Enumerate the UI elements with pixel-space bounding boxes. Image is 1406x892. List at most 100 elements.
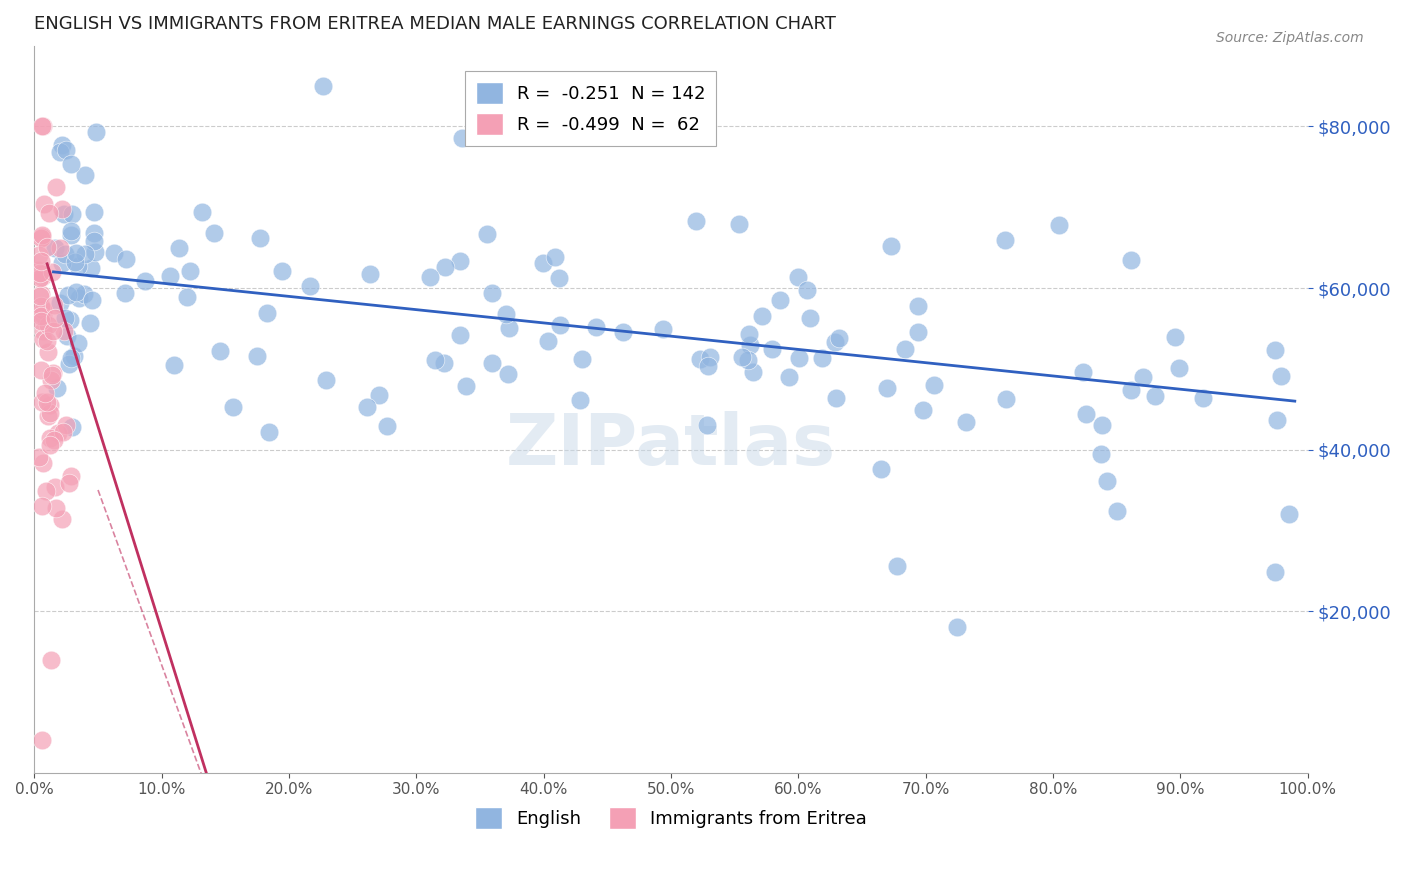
Immigrants from Eritrea — [59, 469, 82, 483]
English — [60, 207, 83, 221]
Immigrants from Eritrea — [30, 309, 52, 323]
Immigrants from Eritrea — [37, 318, 59, 332]
English — [63, 255, 86, 269]
English — [59, 228, 82, 243]
English — [83, 234, 105, 248]
English — [955, 415, 977, 429]
English — [568, 392, 591, 407]
Immigrants from Eritrea — [35, 395, 58, 409]
English — [796, 283, 818, 297]
English — [751, 310, 773, 324]
English — [434, 260, 457, 274]
English — [66, 335, 89, 350]
English — [922, 378, 945, 392]
English — [786, 269, 808, 284]
English — [375, 419, 398, 434]
English — [1095, 474, 1118, 488]
English — [59, 313, 82, 327]
Immigrants from Eritrea — [30, 286, 52, 301]
Immigrants from Eritrea — [34, 386, 56, 401]
English — [55, 310, 77, 325]
Immigrants from Eritrea — [30, 254, 52, 268]
English — [824, 335, 846, 350]
English — [259, 425, 281, 440]
Legend: R =  -0.251  N = 142, R =  -0.499  N =  62: R = -0.251 N = 142, R = -0.499 N = 62 — [464, 71, 717, 146]
English — [1270, 368, 1292, 383]
English — [548, 271, 571, 285]
Legend: English, Immigrants from Eritrea: English, Immigrants from Eritrea — [468, 800, 875, 837]
English — [879, 239, 901, 253]
English — [481, 286, 503, 301]
English — [246, 349, 269, 363]
English — [49, 145, 72, 159]
Text: ZIPatlas: ZIPatlas — [506, 411, 837, 480]
Immigrants from Eritrea — [31, 499, 53, 513]
Text: ENGLISH VS IMMIGRANTS FROM ERITREA MEDIAN MALE EARNINGS CORRELATION CHART: ENGLISH VS IMMIGRANTS FROM ERITREA MEDIA… — [34, 15, 837, 33]
English — [894, 342, 917, 356]
English — [548, 318, 571, 332]
English — [80, 260, 103, 275]
English — [202, 226, 225, 240]
English — [55, 143, 77, 157]
English — [1090, 447, 1112, 461]
English — [176, 290, 198, 304]
Immigrants from Eritrea — [39, 653, 62, 667]
Immigrants from Eritrea — [38, 406, 60, 420]
Immigrants from Eritrea — [27, 262, 49, 277]
English — [419, 269, 441, 284]
Immigrants from Eritrea — [37, 344, 59, 359]
English — [208, 343, 231, 358]
English — [298, 278, 321, 293]
English — [1132, 369, 1154, 384]
English — [496, 367, 519, 381]
English — [828, 331, 851, 345]
English — [433, 356, 456, 370]
English — [537, 334, 560, 348]
Immigrants from Eritrea — [31, 227, 53, 242]
English — [685, 214, 707, 228]
Immigrants from Eritrea — [58, 475, 80, 490]
English — [481, 356, 503, 370]
English — [72, 287, 94, 301]
Immigrants from Eritrea — [42, 324, 65, 338]
Immigrants from Eritrea — [41, 265, 63, 279]
Immigrants from Eritrea — [35, 240, 58, 254]
English — [44, 241, 66, 255]
English — [495, 307, 517, 321]
Immigrants from Eritrea — [46, 425, 69, 440]
English — [697, 359, 720, 373]
Immigrants from Eritrea — [30, 231, 52, 245]
English — [451, 130, 474, 145]
English — [425, 352, 447, 367]
English — [84, 125, 107, 139]
Immigrants from Eritrea — [31, 324, 53, 338]
English — [65, 285, 87, 299]
Immigrants from Eritrea — [51, 202, 73, 217]
English — [60, 351, 83, 365]
English — [1074, 407, 1097, 421]
Immigrants from Eritrea — [35, 334, 58, 349]
English — [945, 619, 967, 633]
Immigrants from Eritrea — [37, 409, 59, 423]
English — [799, 311, 821, 326]
Immigrants from Eritrea — [39, 373, 62, 387]
English — [163, 358, 186, 372]
English — [51, 256, 73, 270]
English — [84, 245, 107, 260]
English — [53, 207, 76, 221]
English — [1119, 383, 1142, 397]
English — [787, 351, 810, 366]
English — [67, 291, 90, 305]
English — [761, 342, 783, 356]
Immigrants from Eritrea — [52, 324, 75, 338]
English — [75, 168, 97, 182]
English — [870, 462, 893, 476]
Immigrants from Eritrea — [30, 289, 52, 303]
Immigrants from Eritrea — [30, 314, 52, 328]
Immigrants from Eritrea — [31, 120, 53, 134]
Immigrants from Eritrea — [42, 434, 65, 448]
English — [82, 293, 104, 307]
English — [1264, 565, 1286, 579]
English — [778, 370, 800, 384]
Immigrants from Eritrea — [32, 302, 55, 317]
